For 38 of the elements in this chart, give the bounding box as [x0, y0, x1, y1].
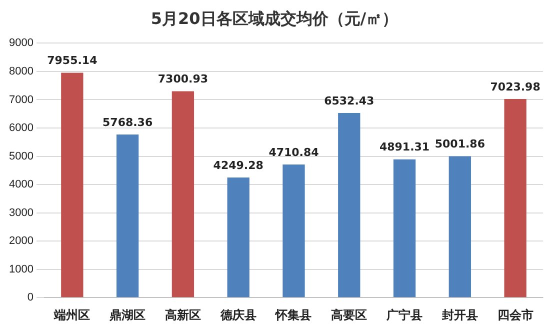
bar — [504, 99, 526, 298]
y-tick-label: 1000 — [8, 263, 34, 276]
y-tick-label: 6000 — [8, 122, 34, 134]
y-tick-label: 4000 — [8, 178, 34, 191]
bar — [338, 112, 360, 298]
data-label: 6532.43 — [324, 94, 374, 108]
x-tick-label: 广宁县 — [386, 308, 423, 322]
bar — [172, 91, 194, 298]
y-tick-label: 2000 — [8, 235, 34, 248]
x-tick-label: 怀集县 — [274, 308, 312, 322]
data-label: 7300.93 — [158, 72, 208, 86]
data-label: 5001.86 — [434, 138, 486, 151]
x-tick-label: 四会市 — [497, 308, 534, 322]
bar — [227, 177, 250, 298]
y-tick-label: 9000 — [8, 37, 34, 50]
bar — [393, 159, 416, 298]
x-tick-label: 高要区 — [331, 308, 368, 322]
data-label: 4710.84 — [268, 146, 320, 159]
chart-title: 5月20日各区域成交均价（元/㎡） — [150, 8, 398, 28]
y-tick-label: 3000 — [8, 206, 34, 219]
data-label: 7023.98 — [490, 80, 540, 94]
bar — [448, 156, 471, 298]
bar — [61, 72, 84, 298]
x-tick-label: 封开县 — [440, 308, 478, 322]
y-tick-label: 8000 — [8, 66, 34, 78]
y-tick-label: 0 — [27, 292, 34, 304]
data-label: 4249.28 — [213, 158, 264, 172]
x-tick-label: 高新区 — [164, 308, 201, 322]
y-tick-label: 5000 — [8, 150, 34, 162]
bar — [282, 164, 305, 298]
x-tick-label: 鼎湖区 — [108, 308, 146, 322]
data-label: 5768.36 — [102, 116, 153, 129]
data-label: 7955.14 — [47, 54, 98, 68]
y-tick-label: 7000 — [8, 94, 34, 106]
x-tick-label: 端州区 — [53, 308, 90, 322]
bar — [116, 134, 139, 298]
x-tick-label: 德庆县 — [219, 308, 256, 322]
data-label: 4891.31 — [379, 140, 430, 154]
